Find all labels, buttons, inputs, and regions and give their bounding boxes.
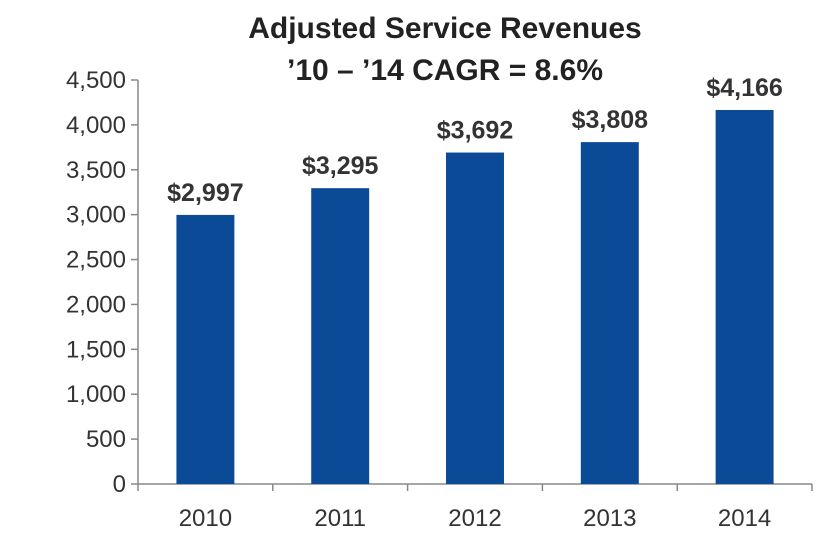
y-tick-label: 0	[113, 471, 126, 498]
data-labels: $2,997 $3,295 $3,692 $3,808 $4,166	[167, 74, 783, 207]
y-tick-label: 3,500	[66, 157, 126, 184]
x-axis: 2010 2011 2012 2013 2014	[137, 483, 813, 532]
bar-2014	[715, 109, 774, 484]
bar-2012	[446, 152, 504, 484]
x-tick-label-2013: 2013	[583, 505, 636, 532]
x-tick-label-2012: 2012	[448, 505, 501, 532]
data-label-2010: $2,997	[167, 179, 243, 207]
y-tick-label: 1,000	[66, 381, 126, 408]
bar-2010	[176, 214, 235, 484]
y-axis: 0 500 1,000 1,500 2,000 2,500 3,000 3,500 4,000 4…	[66, 67, 139, 498]
x-tick-label-2014: 2014	[718, 505, 771, 532]
data-label-2011: $3,295	[302, 152, 379, 180]
y-tick-label: 4,500	[66, 67, 126, 94]
data-label-2014: $4,166	[706, 74, 782, 102]
chart-subtitle: ’10 – ’14 CAGR = 8.6%	[287, 54, 603, 87]
data-label-2013: $3,808	[572, 106, 649, 134]
x-tick-label-2011: 2011	[314, 505, 366, 532]
y-tick-label: 4,000	[66, 112, 126, 139]
chart-title: Adjusted Service Revenues	[248, 12, 642, 45]
bar-2011	[311, 188, 370, 484]
bars	[176, 109, 774, 484]
y-tick-label: 500	[86, 426, 126, 453]
bar-2013	[580, 142, 639, 484]
x-tick-label-2010: 2010	[179, 505, 232, 532]
y-tick-label: 1,500	[66, 336, 126, 363]
y-tick-label: 2,000	[66, 291, 126, 318]
y-tick-label: 2,500	[66, 247, 126, 274]
data-label-2012: $3,692	[437, 117, 513, 145]
y-tick-label: 3,000	[66, 202, 126, 229]
